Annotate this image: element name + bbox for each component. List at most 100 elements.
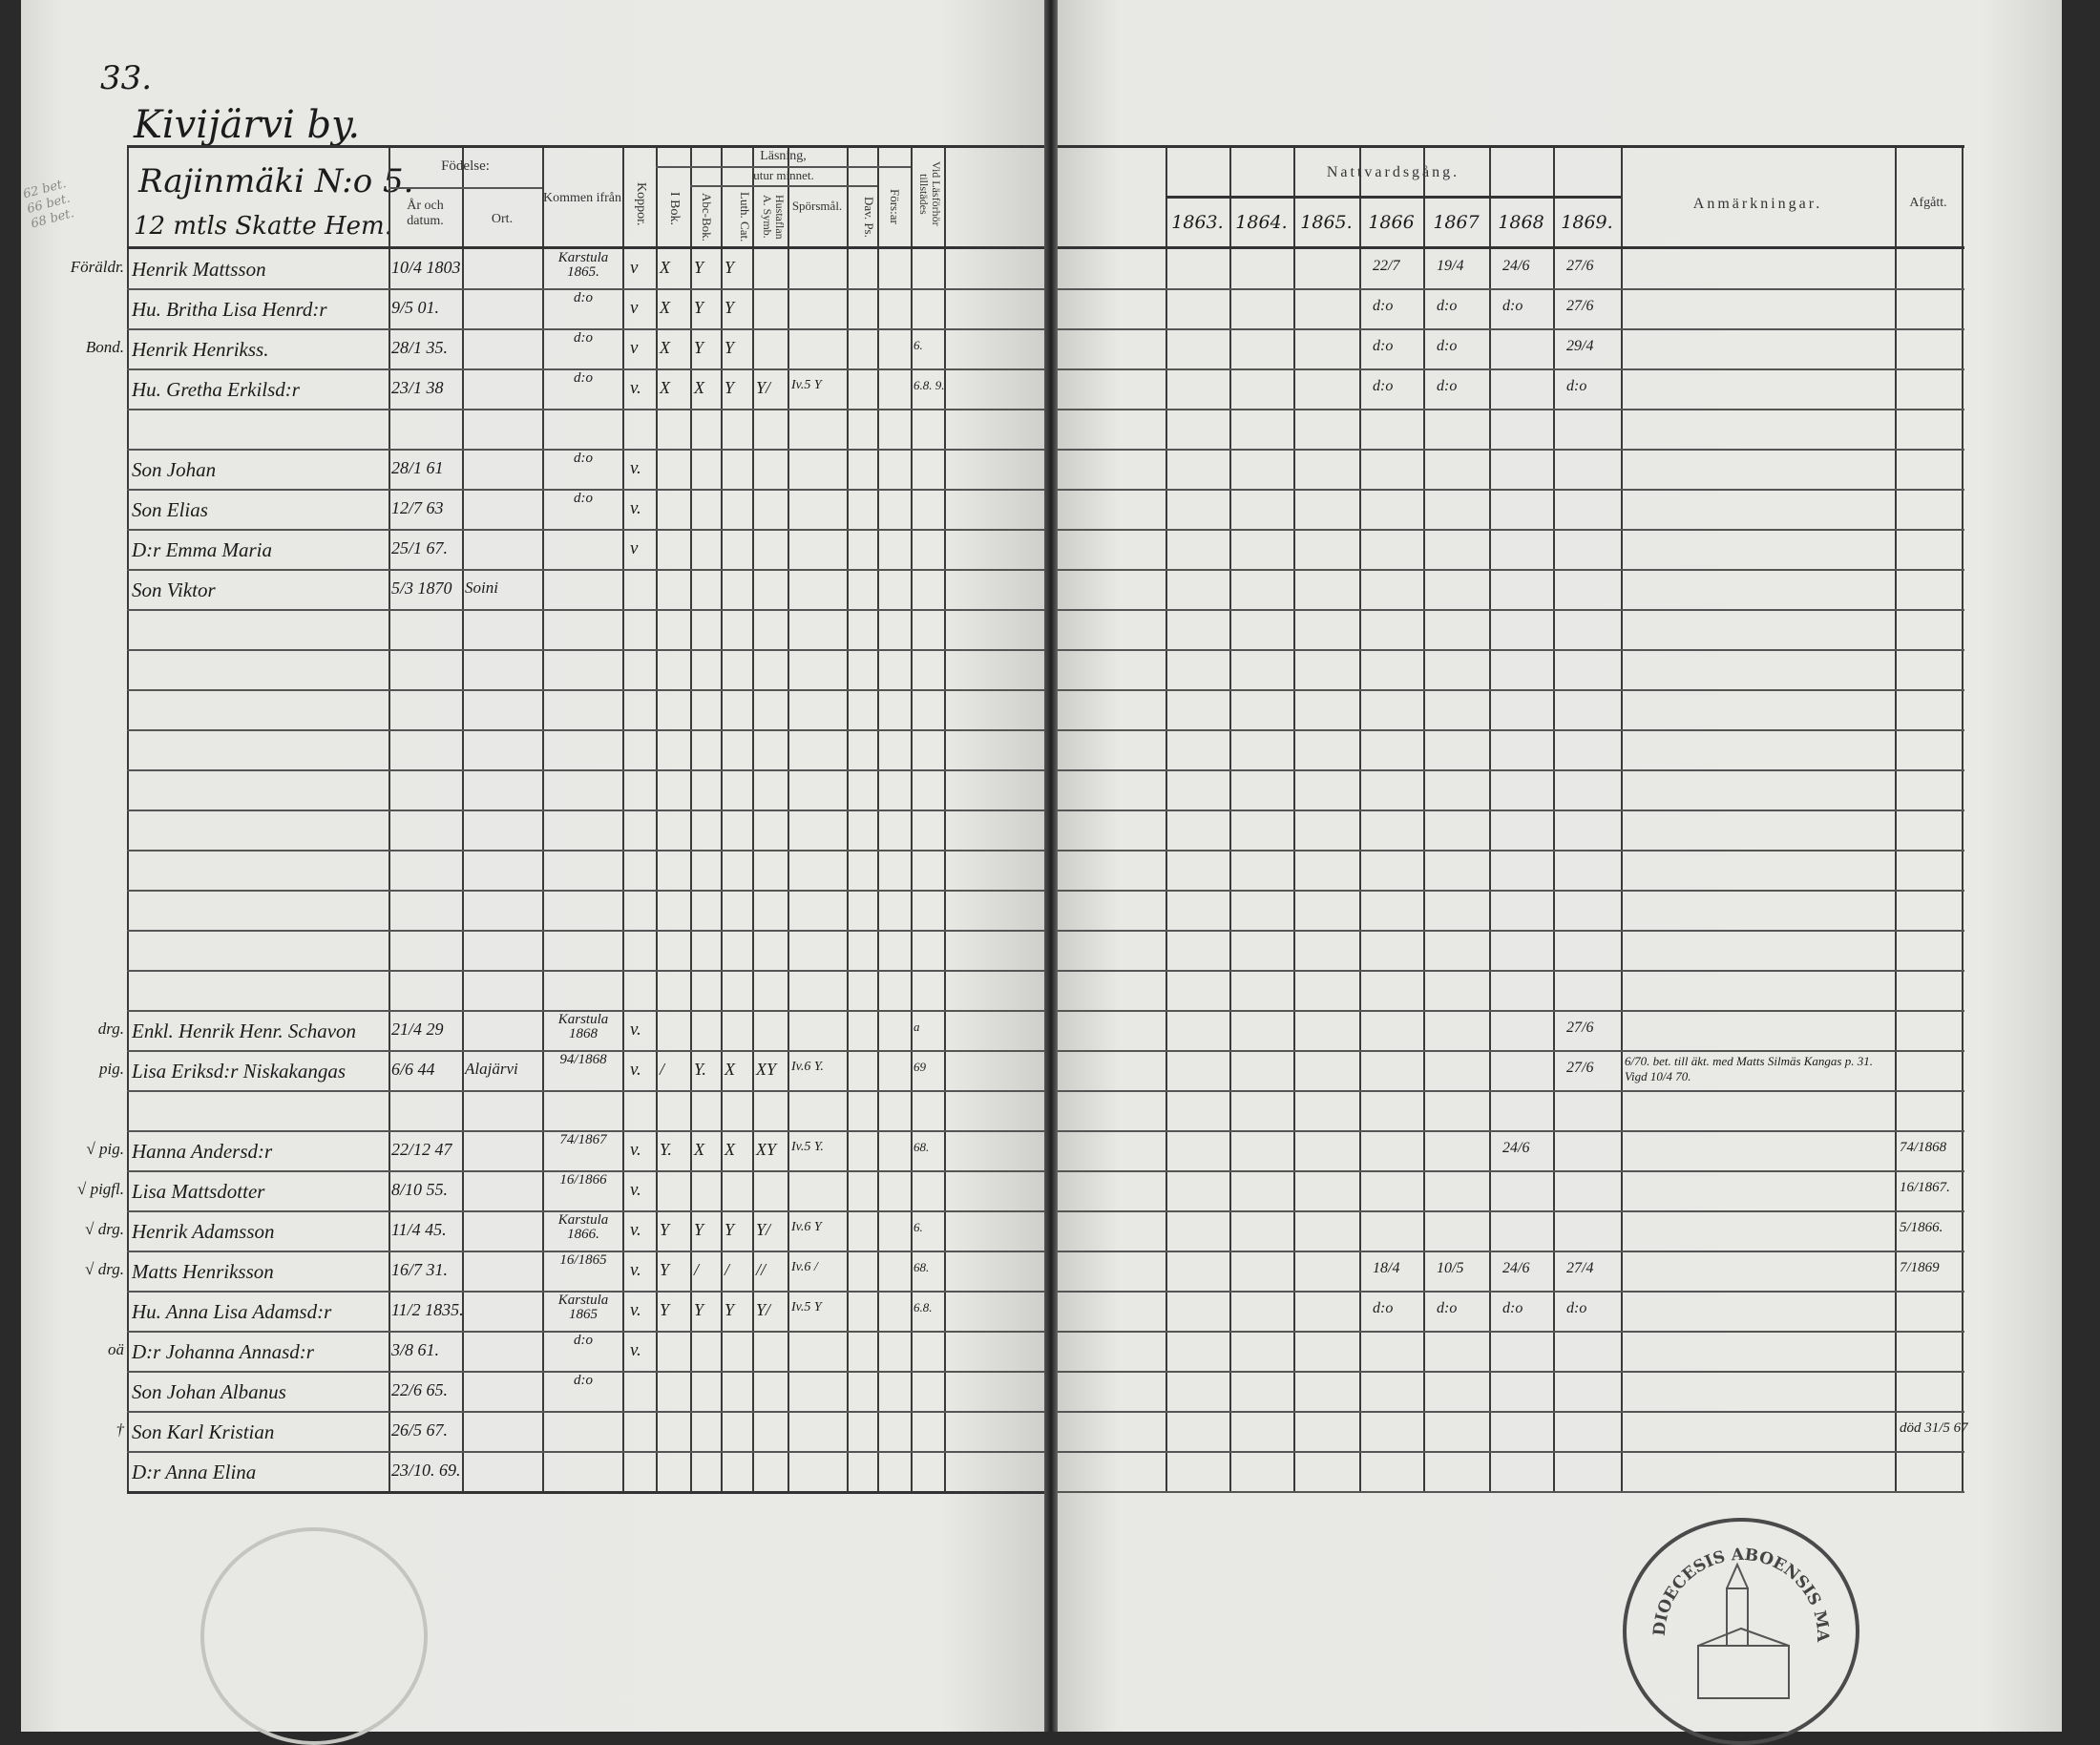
row-rule	[1058, 1251, 1964, 1252]
reading-mark: Y/	[756, 378, 771, 397]
reading-mark: /	[694, 1260, 700, 1279]
communion-date: 10/5	[1437, 1260, 1464, 1276]
reading-mark: XY	[756, 1140, 777, 1159]
row-rule	[127, 890, 1044, 892]
row-rule	[127, 1130, 1044, 1132]
column-rule	[1962, 147, 1964, 1491]
reading-mark: X	[660, 338, 670, 357]
column-rule	[911, 147, 913, 1491]
person-status: √ pig.	[86, 1140, 124, 1158]
person-status: drg.	[97, 1020, 124, 1038]
reading-mark: Y	[660, 1220, 670, 1239]
smallpox-mark: v	[630, 258, 639, 278]
column-rule	[1359, 147, 1361, 1491]
came-from: d:o	[574, 1373, 593, 1388]
column-rule	[788, 147, 789, 1491]
birth-date: 11/4 45.	[391, 1220, 447, 1239]
birth-date: 6/6 44	[391, 1060, 435, 1079]
communion-date: d:o	[1437, 298, 1458, 314]
reading-mark: Y	[694, 1220, 704, 1239]
communion-year-header: 1865.	[1300, 212, 1353, 233]
communion-year-header: 1869.	[1561, 212, 1613, 233]
person-status: √ drg.	[85, 1260, 124, 1278]
row-rule	[127, 489, 1044, 491]
column-rule	[462, 147, 464, 1491]
row-rule	[127, 1251, 1044, 1252]
reading-mark: XY	[756, 1060, 777, 1079]
smallpox-mark: v.	[630, 1340, 641, 1360]
departure-date: 7/1869	[1900, 1260, 1940, 1275]
header-sub-rule	[656, 166, 911, 168]
row-rule	[1058, 970, 1964, 972]
birth-date: 10/4 1803	[391, 258, 461, 277]
row-rule	[127, 689, 1044, 691]
row-rule	[1058, 1371, 1964, 1373]
reading-mark: X	[660, 258, 670, 277]
came-from: d:o	[574, 330, 593, 346]
row-rule	[1058, 809, 1964, 811]
came-from: Karstula 1865.	[557, 250, 609, 280]
header-hustaflan: Hustaflan A. Symb.	[761, 194, 787, 240]
row-rule	[127, 1090, 1044, 1092]
row-rule	[127, 1210, 1044, 1212]
reading-mark: Y	[724, 298, 735, 317]
row-rule	[1058, 328, 1964, 330]
row-rule	[1058, 850, 1964, 851]
row-rule	[1058, 930, 1964, 932]
communion-date: 27/4	[1566, 1260, 1594, 1276]
catechetical-attendance: 68.	[914, 1140, 930, 1154]
communion-date: 24/6	[1502, 258, 1530, 274]
row-rule	[1058, 1331, 1964, 1333]
row-rule	[1058, 1050, 1964, 1052]
village-title: Kivijärvi by.	[134, 103, 361, 147]
reading-mark: Y	[660, 1300, 670, 1319]
column-rule	[1621, 147, 1623, 1491]
communion-date: 24/6	[1502, 1260, 1530, 1276]
person-status: oä	[108, 1340, 124, 1358]
column-rule	[1553, 147, 1555, 1491]
reading-mark: Y	[724, 338, 735, 357]
communion-year-header: 1863.	[1171, 212, 1224, 233]
row-rule	[1058, 689, 1964, 691]
catechetical-attendance: 68.	[914, 1260, 930, 1274]
person-status: Föräldr.	[70, 258, 124, 276]
smallpox-mark: v.	[630, 1060, 641, 1080]
came-from: 16/1865	[559, 1252, 607, 1268]
column-rule	[656, 147, 658, 1491]
row-rule	[127, 729, 1044, 731]
column-rule	[1229, 147, 1231, 1491]
communion-date: 27/6	[1566, 258, 1594, 274]
person-name: Henrik Mattsson	[132, 258, 266, 281]
communion-date: d:o	[1373, 378, 1394, 394]
row-rule	[127, 569, 1044, 571]
reading-mark: Iv.6 Y	[791, 1220, 822, 1234]
book-spine	[1044, 0, 1058, 1732]
row-rule	[1058, 449, 1964, 451]
column-rule	[1166, 147, 1167, 1491]
faint-stamp-impression	[200, 1527, 428, 1745]
communion-date: 27/6	[1566, 1020, 1594, 1036]
reading-mark: Y.	[660, 1140, 672, 1159]
row-rule	[127, 328, 1044, 330]
communion-date: d:o	[1502, 1300, 1523, 1316]
came-from: 94/1868	[559, 1052, 607, 1067]
remark-text: 6/70. bet. till äkt. med Matts Silmäs Ka…	[1625, 1054, 1873, 1083]
row-rule	[127, 930, 1044, 932]
birth-date: 23/1 38	[391, 378, 444, 397]
catechetical-attendance: 69	[914, 1060, 926, 1074]
row-rule	[127, 850, 1044, 851]
birth-date: 5/3 1870	[391, 578, 452, 598]
came-from: d:o	[574, 370, 593, 386]
person-name: Hanna Andersd:r	[132, 1140, 273, 1163]
homestead-name: Rajinmäki N:o 5.	[138, 162, 414, 200]
reading-mark: Y	[694, 298, 704, 317]
row-rule	[127, 1451, 1044, 1453]
row-rule	[127, 368, 1044, 370]
column-rule	[1423, 147, 1425, 1491]
reading-mark: Y	[724, 1300, 735, 1319]
row-rule	[127, 288, 1044, 290]
reading-mark: X	[724, 1060, 735, 1079]
reading-mark: Y/	[756, 1220, 771, 1239]
column-rule	[877, 147, 879, 1491]
header-lasforhor: Vid Läsförhör tillstädes	[917, 161, 943, 226]
